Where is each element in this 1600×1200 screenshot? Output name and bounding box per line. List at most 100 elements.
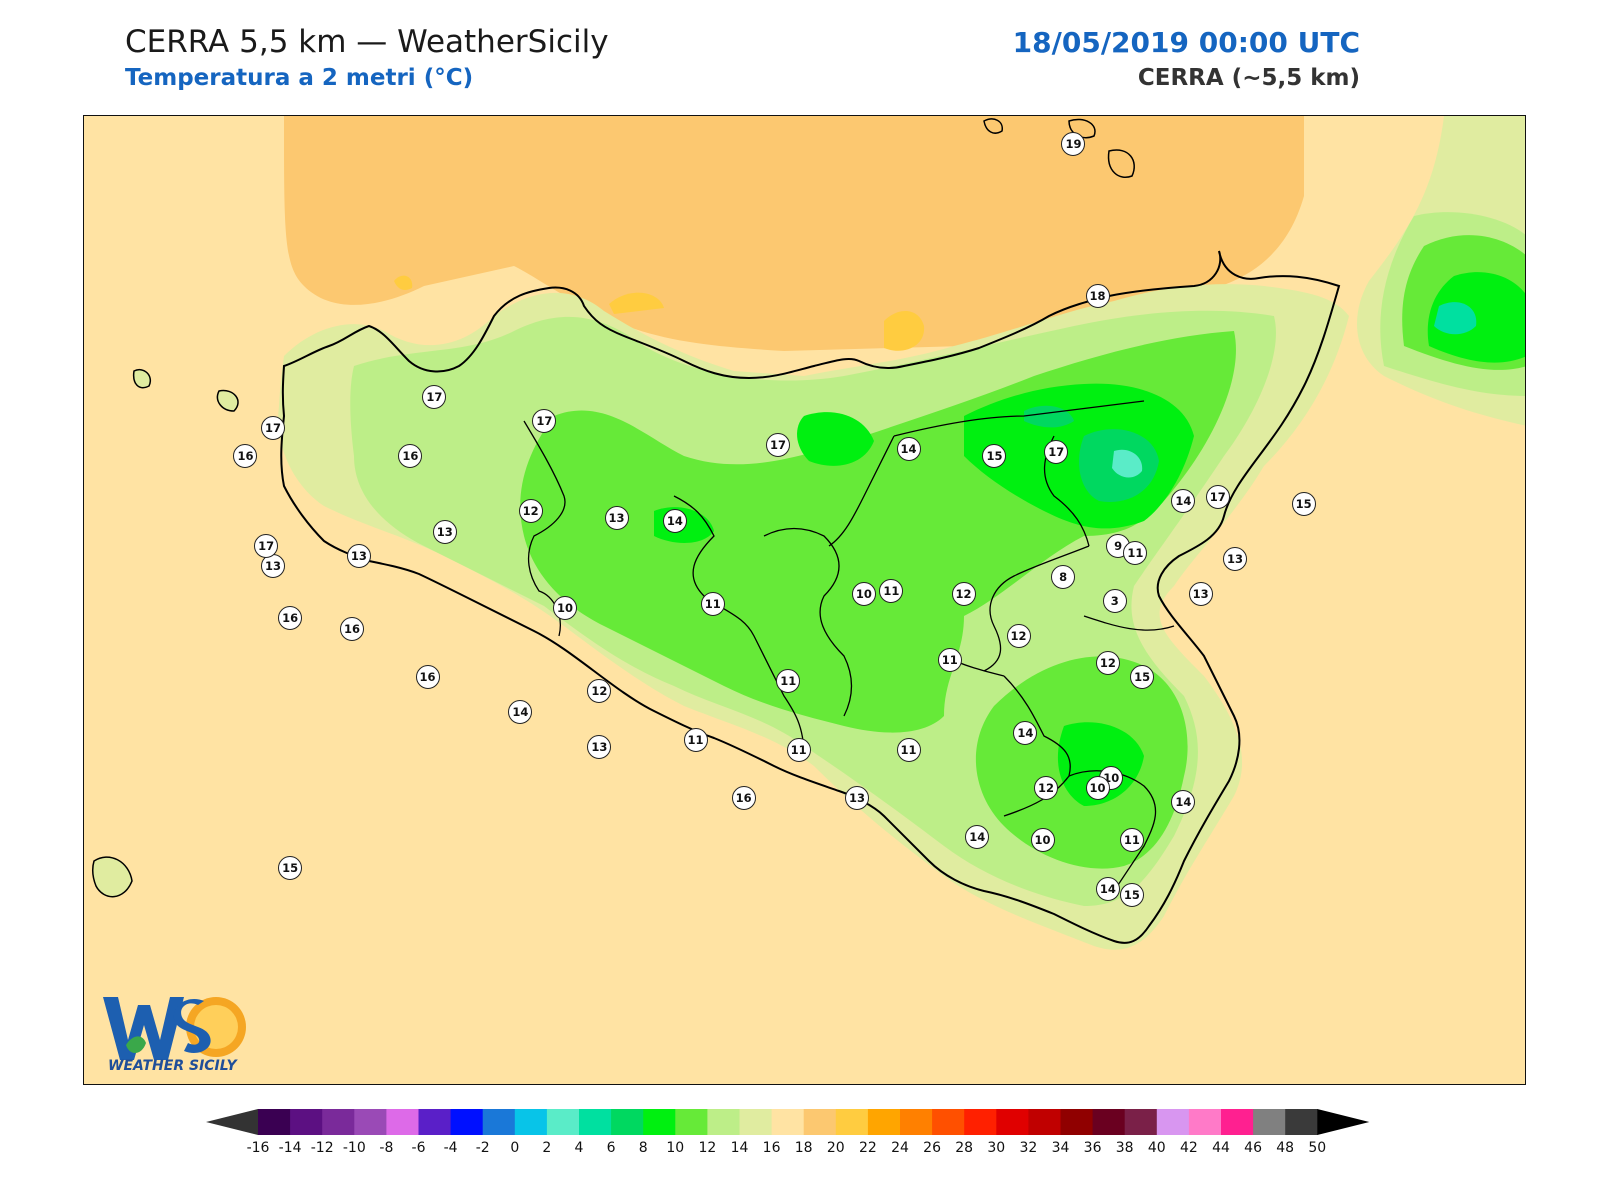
colorbar-tick-label: 32 <box>1019 1140 1038 1156</box>
station-marker: 14 <box>1171 488 1196 513</box>
colorbar-bin <box>1285 1109 1318 1135</box>
model-label: CERRA (~5,5 km) <box>1137 65 1360 91</box>
colorbar-min-arrow <box>206 1109 258 1135</box>
station-marker: 17 <box>254 533 279 558</box>
station-marker: 10 <box>553 595 577 620</box>
colorbar-tick-label: 34 <box>1051 1140 1070 1156</box>
colorbar-tick-label: 6 <box>606 1140 616 1156</box>
colorbar-tick-label: -10 <box>342 1140 366 1156</box>
province-border <box>1083 615 1175 631</box>
colorbar-bin <box>707 1109 740 1135</box>
warm-sea-patch <box>394 275 413 290</box>
colorbar-tick-label: 46 <box>1244 1140 1263 1156</box>
colorbar-bin <box>1253 1109 1286 1135</box>
map-subtitle: Temperatura a 2 metri (°C) <box>125 65 474 91</box>
station-marker: 11 <box>700 592 725 617</box>
province-border <box>983 545 1090 672</box>
colorbar-tick-label: -6 <box>411 1140 426 1156</box>
colorbar-bin <box>1188 1109 1222 1135</box>
station-marker: 13 <box>1222 547 1247 572</box>
station-marker: 12 <box>1095 651 1120 676</box>
province-border <box>828 435 895 547</box>
colorbar-tick-label: -2 <box>475 1140 490 1156</box>
station-marker: 19 <box>1061 131 1086 156</box>
station-marker: 17 <box>1044 440 1069 465</box>
station-marker: 11 <box>786 737 811 762</box>
station-marker: 18 <box>1085 284 1110 309</box>
colorbar-bin <box>675 1109 708 1135</box>
station-marker: 10 <box>851 582 876 607</box>
colorbar-tick-label: 10 <box>666 1140 685 1156</box>
station-marker: 13 <box>604 505 629 530</box>
colorbar-tick-label: -16 <box>246 1140 270 1156</box>
colorbar-tick-label: 20 <box>826 1140 845 1156</box>
colorbar-bin <box>579 1109 612 1135</box>
colorbar-bin <box>739 1109 773 1135</box>
temperature-colorbar <box>206 1109 1370 1135</box>
colorbar-tick-label: 50 <box>1308 1140 1327 1156</box>
valid-datetime: 18/05/2019 00:00 UTC <box>1012 26 1360 59</box>
station-marker: 17 <box>260 415 285 440</box>
province-border <box>763 527 853 717</box>
colorbar-tick-label: 42 <box>1179 1140 1198 1156</box>
colorbar-bin <box>900 1109 933 1135</box>
colorbar-tick-label: 18 <box>794 1140 813 1156</box>
egadi-island <box>216 389 239 412</box>
colorbar-tick-label: 44 <box>1212 1140 1230 1156</box>
colorbar-bin <box>643 1109 676 1135</box>
temperature-map: 19 18 17 17 17 17 17 17 15 16 16 14 15 14 13 13 12 13 14 9 1… <box>83 115 1526 1085</box>
station-marker: 14 <box>662 509 687 534</box>
station-marker: 12 <box>1034 776 1058 801</box>
station-marker: 17 <box>766 433 790 458</box>
egadi-island <box>132 369 151 389</box>
colorbar-bin <box>964 1109 997 1135</box>
colorbar-bin <box>546 1109 580 1135</box>
station-marker: 15 <box>1119 883 1144 908</box>
calabria-cold <box>1427 272 1525 363</box>
colorbar-bin <box>835 1109 869 1135</box>
station-marker: 14 <box>1171 789 1196 814</box>
colorbar-bin <box>803 1109 837 1135</box>
station-marker: 13 <box>587 734 612 759</box>
station-marker: 17 <box>532 408 557 433</box>
pantelleria-island <box>91 856 133 898</box>
station-marker: 17 <box>1205 485 1230 510</box>
colorbar-bin <box>514 1109 548 1135</box>
colorbar-tick-label: -4 <box>443 1140 458 1156</box>
station-marker: 11 <box>683 727 708 752</box>
colorbar-bin <box>322 1109 355 1135</box>
colorbar-bin <box>1092 1109 1126 1135</box>
colorbar-tick-label: -14 <box>278 1140 302 1156</box>
colorbar-labels: -16 -14 -12 -10 -8 -6 -4 -2 0 2 4 6 8 10 12 14 16 18 20 22 2… <box>0 1140 1600 1160</box>
colorbar-tick-label: 38 <box>1115 1140 1134 1156</box>
aeolian-island <box>983 118 1003 134</box>
station-marker: 16 <box>415 665 440 690</box>
station-marker: 11 <box>1119 828 1144 853</box>
station-marker: 16 <box>339 616 364 641</box>
station-marker: 14 <box>896 436 921 461</box>
colorbar-bin <box>482 1109 516 1135</box>
station-marker: 17 <box>422 384 447 409</box>
colorbar-tick-label: 2 <box>542 1140 552 1156</box>
station-marker: 16 <box>278 606 303 631</box>
colorbar-tick-label: 36 <box>1083 1140 1102 1156</box>
warm-sea-patch <box>884 310 925 351</box>
colorbar-bin <box>1221 1109 1254 1135</box>
colorbar-bin <box>611 1109 644 1135</box>
colorbar-tick-label: 24 <box>891 1140 909 1156</box>
weathersicily-logo <box>103 997 246 1060</box>
colorbar-tick-label: 8 <box>638 1140 648 1156</box>
colorbar-tick-label: 14 <box>730 1140 749 1156</box>
colorbar-bin <box>1028 1109 1061 1135</box>
colorbar-bin <box>932 1109 965 1135</box>
station-marker: 15 <box>982 443 1007 468</box>
province-border <box>1003 675 1071 817</box>
colorbar-tick-label: 12 <box>698 1140 717 1156</box>
temperature-field <box>91 116 1525 950</box>
colorbar-tick-label: 4 <box>574 1140 584 1156</box>
station-marker: 13 <box>432 519 457 544</box>
station-marker: 13 <box>1188 582 1213 607</box>
map-title: CERRA 5,5 km — WeatherSicily <box>125 24 609 60</box>
aeolian-island <box>1107 149 1135 178</box>
station-marker: 15 <box>1291 492 1316 516</box>
